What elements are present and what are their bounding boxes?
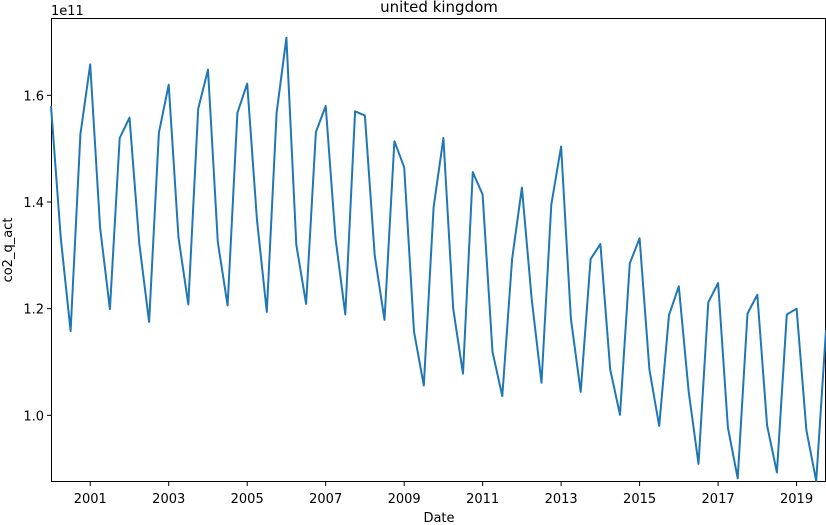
series-line: [50, 36, 826, 482]
y-tick-label: 1.4: [23, 196, 44, 211]
x-tick-label: 2011: [466, 492, 499, 507]
y-tick-label: 1.2: [23, 303, 44, 318]
chart-title: united kingdom: [380, 0, 498, 16]
x-tick-label: 2017: [702, 492, 735, 507]
y-axis-label: co2_q_act: [1, 218, 16, 283]
x-tick-label: 2019: [780, 492, 813, 507]
x-tick-label: 2015: [623, 492, 656, 507]
x-axis-label: Date: [423, 511, 454, 525]
y-offset-label: 1e11: [51, 4, 84, 19]
x-tick-label: 2003: [152, 492, 185, 507]
x-tick-label: 2007: [309, 492, 342, 507]
x-ticks: 2001 2003 2005 2007 2009 2011 2013 2015 2017 2019: [74, 482, 813, 507]
y-tick-label: 1.6: [23, 89, 44, 104]
x-tick-label: 2001: [74, 492, 107, 507]
y-ticks: 1.0 1.2 1.4 1.6: [23, 89, 51, 424]
x-tick-label: 2005: [231, 492, 264, 507]
x-tick-label: 2013: [545, 492, 578, 507]
x-tick-label: 2009: [388, 492, 421, 507]
y-tick-label: 1.0: [23, 409, 44, 424]
